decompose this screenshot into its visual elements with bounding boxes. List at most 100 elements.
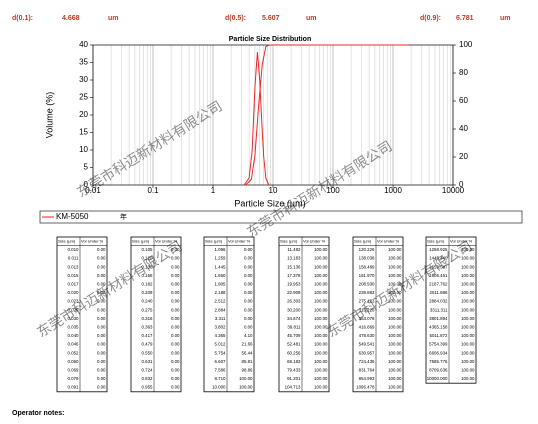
legend-box <box>39 210 523 224</box>
table-vol: 0.00 <box>97 299 106 304</box>
table-vol: 100.00 <box>314 359 328 364</box>
table-vol: 0.00 <box>171 333 180 338</box>
table-vol: 0.00 <box>171 247 180 252</box>
table-vol: 0.00 <box>244 264 253 269</box>
table-size: 549.541 <box>359 342 375 347</box>
table-vol: 100.00 <box>388 367 402 372</box>
table-vol: 4.10 <box>244 333 253 338</box>
table-size: 0.023 <box>68 299 80 304</box>
table-size: 0.832 <box>142 376 154 381</box>
table-size: 630.957 <box>359 350 375 355</box>
legend-note: 年 <box>120 212 127 221</box>
table-vol: 0.00 <box>97 290 106 295</box>
table-vol: 100.00 <box>461 316 475 321</box>
table-size: 0.724 <box>142 367 154 372</box>
table-size: 0.275 <box>142 307 154 312</box>
table-size: 1.660 <box>215 273 227 278</box>
table-size: 2.188 <box>215 290 227 295</box>
table-size: 1445.440 <box>429 256 448 261</box>
y-tick-label: 25 <box>79 93 88 102</box>
table-vol: 100.00 <box>314 299 328 304</box>
table-size: 1905.461 <box>429 273 448 278</box>
table-vol: 100.00 <box>388 342 402 347</box>
d50-value: 5.607 <box>262 15 280 22</box>
table-border <box>56 236 108 393</box>
x-tick-label: 0.01 <box>85 186 101 195</box>
table-vol: 0.00 <box>244 324 253 329</box>
y-tick-label: 0 <box>84 180 89 189</box>
d10-label: d(0.1): <box>12 15 33 22</box>
table-vol: 0.00 <box>244 299 253 304</box>
table-header: Size (µm) <box>427 238 445 243</box>
table-vol: 100.00 <box>461 350 475 355</box>
table-size: 0.079 <box>68 376 80 381</box>
table-header: Vol Under % <box>81 238 104 243</box>
table-vol: 0.00 <box>97 359 106 364</box>
table-size: 239.883 <box>359 290 375 295</box>
watermark: 东莞市科迈新材料有限公司 <box>244 138 395 241</box>
table-size: 11.482 <box>287 247 301 252</box>
table-size: 0.158 <box>142 273 154 278</box>
table-vol: 100.00 <box>314 376 328 381</box>
table-size: 0.182 <box>142 281 154 286</box>
table-vol: 56.44 <box>242 350 254 355</box>
x-axis-title: Particle Size (µm) <box>234 198 305 208</box>
table-vol: 100.00 <box>388 316 402 321</box>
x-tick-label: 10000 <box>442 186 465 195</box>
table-size: 52.481 <box>287 342 301 347</box>
y2-tick-label: 0 <box>459 180 464 189</box>
table-vol: 0.00 <box>97 367 106 372</box>
table-header: Size (µm) <box>354 238 372 243</box>
y-tick-label: 35 <box>79 58 88 67</box>
table-size: 0.138 <box>142 264 154 269</box>
d90-value: 6.781 <box>456 15 474 22</box>
table-vol: 100.00 <box>388 247 402 252</box>
table-vol: 100.00 <box>314 281 328 286</box>
table-size: 120.226 <box>359 247 375 252</box>
y-tick-label: 20 <box>79 110 88 119</box>
table-size: 2511.886 <box>430 290 449 295</box>
table-vol: 100.00 <box>388 376 402 381</box>
table-size: 91.201 <box>287 376 301 381</box>
table-vol: 100.00 <box>314 256 328 261</box>
table-size: 6606.934 <box>429 350 448 355</box>
table-size: 831.764 <box>359 367 375 372</box>
table-vol: 0.00 <box>97 316 106 321</box>
table-vol: 0.00 <box>171 350 180 355</box>
table-size: 1258.925 <box>429 247 448 252</box>
table-vol: 0.00 <box>97 350 106 355</box>
y2-tick-label: 20 <box>459 152 468 161</box>
table-size: 0.120 <box>142 256 154 261</box>
table-size: 79.433 <box>287 367 301 372</box>
table-size: 17.378 <box>287 273 301 278</box>
table-vol: 100.00 <box>388 307 402 312</box>
table-size: 1.905 <box>215 281 227 286</box>
table-size: 0.010 <box>68 247 80 252</box>
table-vol: 100.00 <box>388 359 402 364</box>
table-vol: 0.00 <box>97 307 106 312</box>
table-size: 954.993 <box>359 376 375 381</box>
table-vol: 100.00 <box>461 264 475 269</box>
table-size: 5754.399 <box>429 342 448 347</box>
table-header: Vol Under % <box>228 238 251 243</box>
table-size: 22.909 <box>287 290 301 295</box>
table-vol: 0.00 <box>171 342 180 347</box>
table-vol: 100.00 <box>461 342 475 347</box>
table-vol: 0.00 <box>171 264 180 269</box>
table-vol: 100.00 <box>388 333 402 338</box>
table-size: 30.200 <box>287 307 301 312</box>
table-size: 1.096 <box>215 247 227 252</box>
table-size: 26.303 <box>287 299 301 304</box>
table-size: 0.017 <box>68 281 80 286</box>
table-vol: 0.00 <box>97 333 106 338</box>
table-size: 3.802 <box>215 324 227 329</box>
table-size: 724.436 <box>359 359 375 364</box>
table-size: 10.000 <box>212 385 226 390</box>
table-vol: 100.00 <box>314 385 328 390</box>
d50-label: d(0.5): <box>225 15 246 22</box>
table-vol: 0.00 <box>244 316 253 321</box>
table-vol: 100.00 <box>314 350 328 355</box>
table-size: 7585.776 <box>429 359 448 364</box>
table-vol: 0.00 <box>97 281 106 286</box>
